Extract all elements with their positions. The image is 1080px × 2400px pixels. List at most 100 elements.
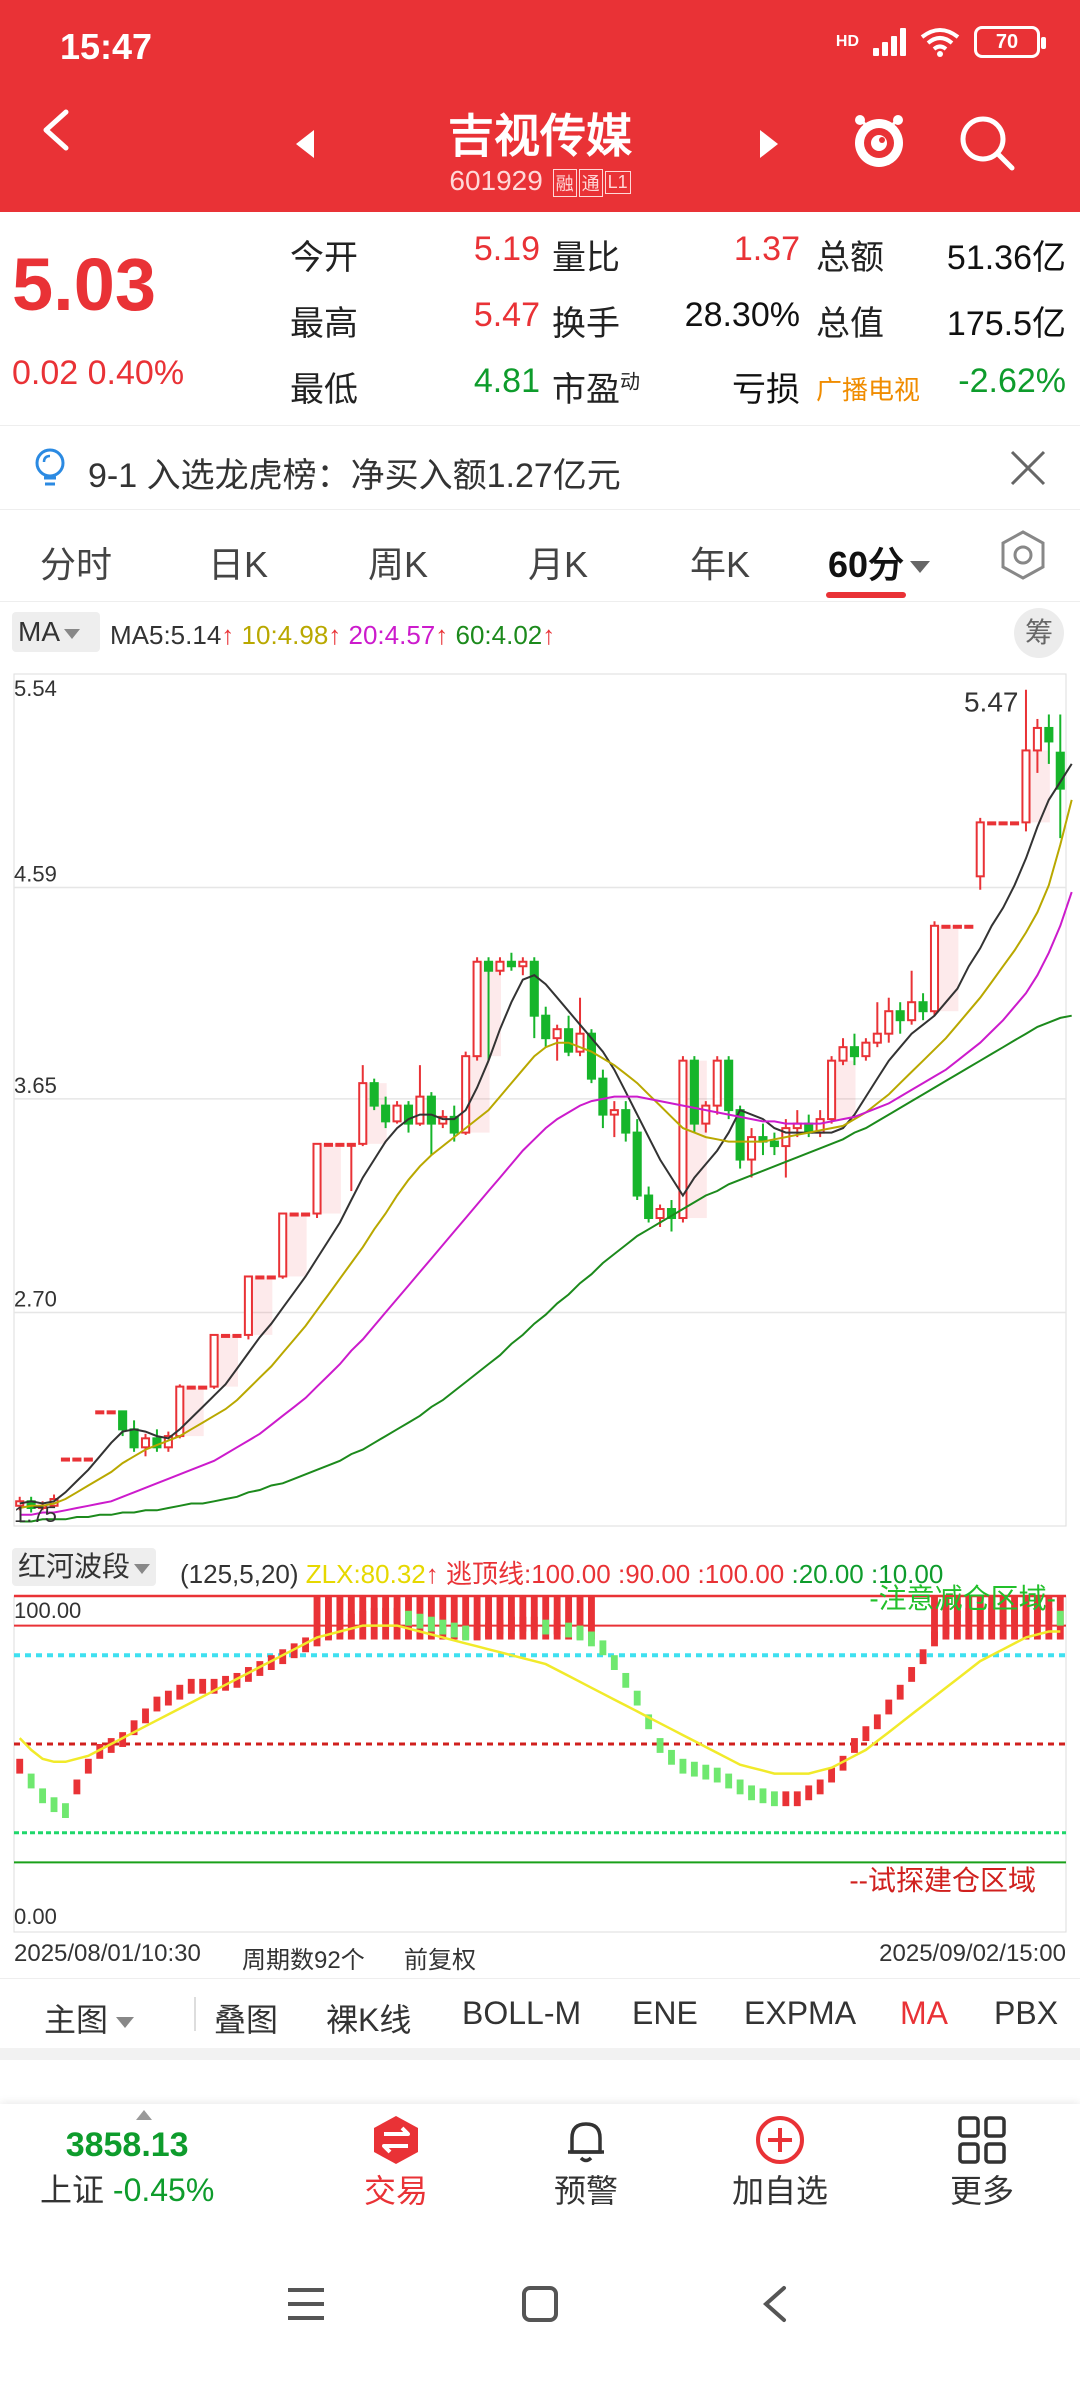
- home-icon[interactable]: [520, 2284, 560, 2324]
- pbx-button[interactable]: PBX: [994, 1995, 1059, 2031]
- indicator-bar: [370, 1596, 378, 1640]
- indicator-bar: [919, 1649, 927, 1665]
- candle: [632, 1119, 642, 1201]
- overlay-chart-button[interactable]: 叠图: [214, 2002, 279, 2038]
- indicator-bar: [645, 1714, 653, 1730]
- main-chart-label: 主图: [44, 2002, 109, 2038]
- indicator-bar: [1056, 1596, 1064, 1640]
- indicator-bar: [142, 1708, 149, 1724]
- arrow-up-icon: ↑: [542, 620, 556, 650]
- candle: [186, 1385, 196, 1390]
- system-back-icon[interactable]: [756, 2284, 796, 2324]
- candle: [415, 1065, 425, 1126]
- sector-change-value: -2.62%: [958, 362, 1066, 400]
- indicator-bar: [702, 1764, 710, 1780]
- candle: [781, 1119, 791, 1178]
- indicator-bar: [50, 1797, 58, 1813]
- candle: [975, 817, 985, 890]
- candle: [461, 1051, 471, 1135]
- candle: [83, 1457, 93, 1462]
- back-icon[interactable]: [36, 108, 80, 152]
- indicator-select[interactable]: MA: [12, 612, 100, 652]
- tab-60min[interactable]: 60分: [828, 536, 931, 588]
- candle: [678, 1056, 688, 1223]
- nav-alert[interactable]: 预警: [536, 2114, 636, 2212]
- sector-label[interactable]: 广播电视: [816, 375, 921, 405]
- battery-level: 70: [995, 30, 1019, 53]
- bare-kline-button[interactable]: 裸K线: [326, 2002, 412, 2038]
- expand-up-icon[interactable]: [136, 2110, 152, 2120]
- indicator-bar: [416, 1596, 424, 1640]
- candle: [621, 1101, 631, 1142]
- candle: [220, 1333, 231, 1338]
- ma60-value: 60:4.02: [455, 620, 543, 650]
- next-stock-button[interactable]: [760, 130, 778, 158]
- mascot-icon[interactable]: [848, 110, 910, 172]
- candle: [403, 1101, 414, 1133]
- tab-week-k[interactable]: 周K: [368, 544, 429, 585]
- indicator-bar: [244, 1667, 252, 1682]
- wifi-icon: [920, 28, 960, 57]
- indicator-select-label: MA: [18, 616, 60, 647]
- candle: [872, 1002, 882, 1048]
- indicator-bar: [622, 1672, 630, 1688]
- menu-icon[interactable]: [284, 2284, 328, 2324]
- kline-chart[interactable]: 5.54 4.59 3.65 2.70 1.75 5.47: [0, 660, 1080, 1540]
- indicator-bar: [908, 1667, 916, 1682]
- chevron-down-icon: [64, 628, 80, 639]
- nav-trade[interactable]: 交易: [346, 2114, 446, 2212]
- candle: [929, 921, 940, 1016]
- volume-ratio-value: 1.37: [733, 230, 800, 268]
- turnover-amount-label: 总额: [816, 239, 884, 277]
- indicator-chart[interactable]: 100.00 0.00 -注意减仓区域- --试探建仓区域: [0, 1583, 1080, 1936]
- market-cap-value: 175.5亿: [946, 305, 1066, 343]
- expma-button[interactable]: EXPMA: [744, 1995, 857, 2031]
- tab-intraday[interactable]: 分时: [40, 544, 113, 585]
- indicator-bar: [222, 1675, 229, 1691]
- boll-m-button[interactable]: BOLL-M: [462, 1995, 582, 2031]
- nav-more-label: 更多: [949, 2173, 1014, 2209]
- price-change: 0.02 0.40%: [12, 354, 184, 393]
- notice-bar[interactable]: 9-1 入选龙虎榜：净买入额1.27亿元: [0, 426, 1080, 510]
- indicator-bar: [725, 1773, 733, 1789]
- axis-end-time: 2025/09/02/15:00: [879, 1940, 1066, 1967]
- nav-more[interactable]: 更多: [932, 2114, 1032, 2212]
- candle: [1009, 821, 1020, 826]
- chip-distribution-button[interactable]: 筹: [1014, 608, 1064, 658]
- close-icon[interactable]: [1008, 448, 1048, 488]
- ma5-value: MA5:5.14: [110, 620, 222, 650]
- prev-stock-button[interactable]: [296, 130, 314, 158]
- status-icons: HD 70: [836, 26, 1046, 58]
- status-time: 15:47: [60, 26, 153, 67]
- candle: [609, 1101, 619, 1138]
- indicator-bar: [953, 1596, 961, 1640]
- nav-add-watchlist[interactable]: 加自选: [720, 2114, 840, 2212]
- tab-month-k[interactable]: 月K: [528, 544, 589, 585]
- indicator-bar: [759, 1788, 767, 1804]
- period-tabs: 分时 日K 周K 月K 年K 60分: [0, 512, 1080, 602]
- connect-tag: 通: [578, 168, 603, 197]
- ene-button[interactable]: ENE: [632, 1995, 698, 2031]
- indicator-bar: [119, 1732, 127, 1747]
- tab-day-k[interactable]: 日K: [208, 544, 269, 585]
- search-icon[interactable]: [956, 112, 1018, 174]
- main-chart-menu[interactable]: 主图: [44, 1995, 135, 2041]
- ma-button[interactable]: MA: [900, 1995, 948, 2031]
- indicator-bar: [931, 1596, 938, 1647]
- indicator-header: 红河波段 (125,5,20) ZLX:80.32↑ 逃顶线:100.00 :9…: [0, 1544, 1080, 1590]
- adjust-mode[interactable]: 前复权: [404, 1947, 476, 1974]
- quote-panel: 5.03 0.02 0.40% 今开 5.19 量比 1.37 总额 51.36…: [0, 212, 1080, 426]
- ma-values: MA5:5.14↑ 10:4.98↑ 20:4.57↑ 60:4.02↑: [110, 620, 555, 651]
- turnover-amount-value: 51.36亿: [946, 239, 1066, 277]
- tab-year-k[interactable]: 年K: [690, 544, 751, 585]
- indicator-bar: [988, 1596, 996, 1640]
- index-change: -0.45%: [112, 2172, 215, 2208]
- hexagon-settings-icon[interactable]: [996, 528, 1050, 582]
- indicator-bar: [130, 1720, 138, 1736]
- add-circle-icon: [756, 2116, 804, 2164]
- indicator-bar: [164, 1690, 172, 1706]
- trade-icon: [374, 2116, 418, 2164]
- index-ticker[interactable]: 3858.13 上证 -0.45%: [40, 2110, 215, 2211]
- sub-indicator-select[interactable]: 红河波段: [12, 1548, 157, 1586]
- low-label: 最低: [290, 371, 358, 409]
